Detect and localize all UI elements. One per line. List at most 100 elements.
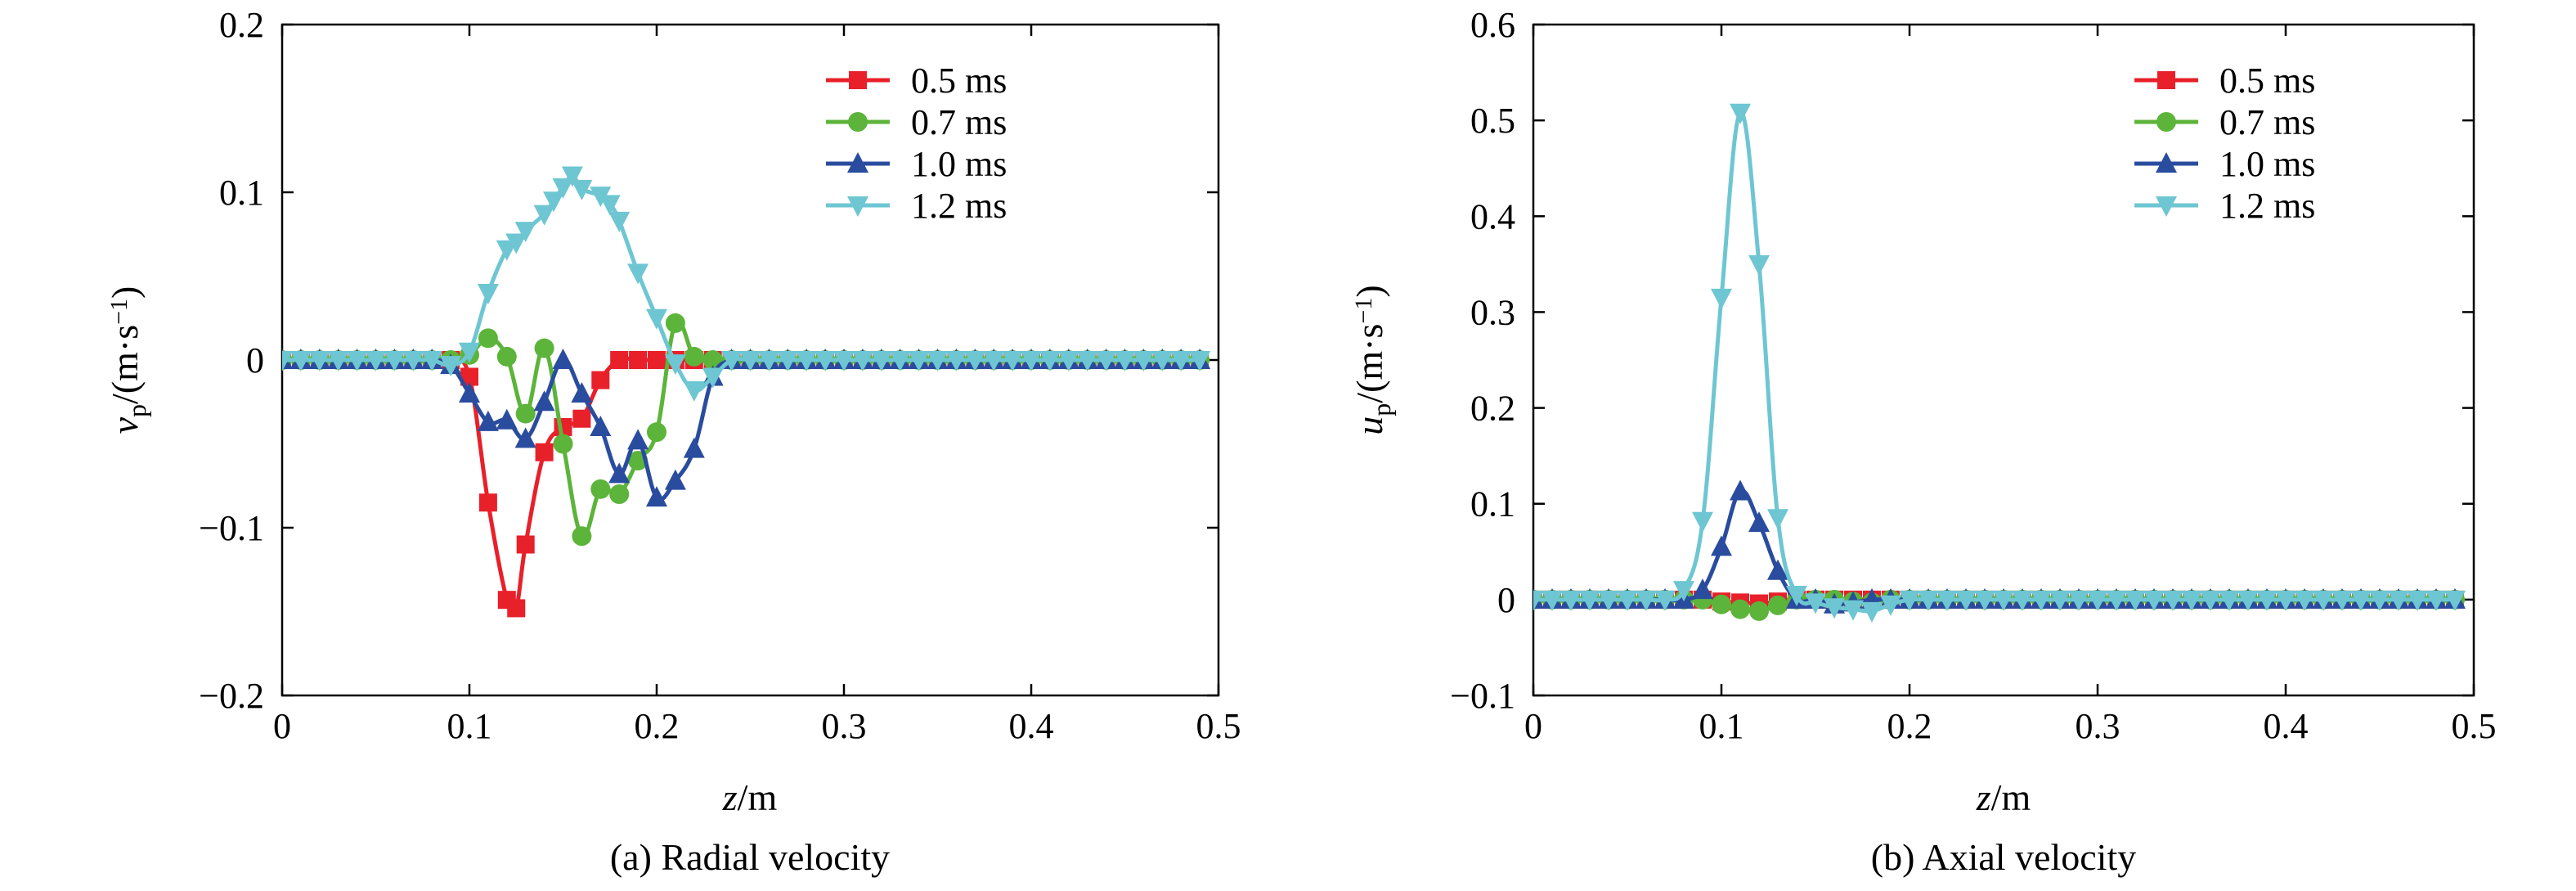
data-point	[2219, 590, 2240, 611]
data-point	[1730, 599, 1750, 619]
data-point	[1974, 590, 1995, 611]
data-point	[908, 351, 930, 371]
data-point	[590, 479, 611, 499]
legend-label: 0.7 ms	[2219, 102, 2315, 142]
x-axis-unit: /m	[1991, 776, 2031, 818]
data-point	[665, 313, 685, 333]
data-point	[647, 422, 666, 443]
data-point	[1636, 590, 1657, 611]
data-point	[2275, 590, 2296, 611]
x-tick-label: 0.3	[2076, 706, 2120, 746]
x-axis-label: z/m	[722, 776, 778, 818]
data-point	[815, 351, 837, 371]
data-point	[1767, 559, 1788, 580]
panel-caption: (b) Axial velocity	[1871, 836, 2136, 878]
data-point	[889, 351, 911, 371]
data-point	[851, 351, 873, 371]
data-point	[1692, 578, 1713, 600]
data-point	[1748, 254, 1770, 276]
data-point	[608, 211, 631, 232]
data-point	[516, 535, 535, 554]
data-point	[608, 462, 631, 484]
data-point	[496, 408, 518, 430]
chart-panel-b: 0 0.1 0.2 0.3 0.4 0.5−0.100.10.20.30.40.50.60…	[1349, 5, 2497, 878]
y-tick-label: 0.2	[219, 5, 264, 45]
data-point	[384, 351, 406, 371]
chart-panel-a: 0 0.1 0.2 0.3 0.4 0.5 −0.2 −0.1 0 0.1 0.2 0.5 ms0.7…	[104, 5, 1241, 878]
data-point	[572, 526, 592, 547]
x-axis-label: z/m	[1976, 776, 2031, 818]
data-point	[1560, 590, 1582, 611]
data-point	[2031, 590, 2052, 611]
data-point	[2068, 590, 2089, 611]
data-point	[507, 599, 526, 618]
y-axis-subscript: p	[1367, 403, 1396, 416]
data-point	[2444, 590, 2466, 611]
data-point	[2426, 590, 2447, 611]
legend-marker	[847, 152, 868, 173]
y-tick-label: −0.1	[1450, 676, 1515, 716]
series-0-5-ms	[282, 351, 1209, 618]
data-point	[2087, 590, 2108, 611]
y-tick-label: 0.2	[1470, 389, 1515, 429]
data-point	[1768, 595, 1788, 615]
data-point	[2162, 590, 2183, 611]
data-point	[1039, 351, 1061, 371]
data-point	[646, 486, 667, 507]
data-point	[1692, 511, 1713, 533]
data-point	[1579, 590, 1600, 611]
legend-label: 0.5 ms	[911, 61, 1007, 101]
data-point	[1767, 509, 1788, 530]
data-point	[983, 351, 1005, 371]
x-tick-label: 0	[273, 706, 291, 746]
data-point	[1076, 351, 1098, 371]
data-point	[1189, 351, 1211, 371]
data-point	[514, 222, 536, 243]
legend-label: 1.0 ms	[2219, 144, 2315, 184]
data-point	[1151, 351, 1174, 371]
y-axis-exponent: −1	[1350, 298, 1377, 324]
y-tick-label: −0.1	[199, 508, 264, 548]
y-tick-label: 0.3	[1470, 292, 1515, 332]
data-point	[1936, 590, 1958, 611]
data-point	[609, 484, 630, 504]
data-point	[505, 233, 527, 254]
data-point	[664, 354, 686, 376]
data-point	[2143, 590, 2165, 611]
legend-marker	[2156, 196, 2177, 217]
data-point	[1598, 590, 1619, 611]
legend-marker	[847, 196, 868, 217]
data-point	[515, 403, 536, 424]
data-point	[945, 351, 967, 371]
x-tick-label: 0.1	[447, 706, 492, 746]
y-axis-close: )	[104, 286, 146, 299]
y-axis-symbol: v	[104, 416, 146, 434]
data-point	[1133, 351, 1155, 371]
x-tick-label: 0.2	[635, 706, 680, 746]
x-axis-symbol: z	[722, 776, 738, 818]
data-point	[2049, 590, 2071, 611]
data-point	[478, 328, 498, 349]
x-axis-unit: /m	[738, 776, 778, 818]
data-point	[2125, 590, 2146, 611]
data-point	[599, 195, 621, 216]
data-point	[459, 342, 480, 363]
data-point	[739, 351, 761, 371]
y-tick-label: 0.6	[1470, 5, 1515, 45]
series-line	[282, 356, 1200, 618]
y-axis-subscript: p	[122, 404, 151, 417]
x-tick-label: 0.1	[1699, 706, 1744, 746]
data-point	[1542, 590, 1563, 611]
data-point	[629, 351, 648, 369]
x-tick-label: 0.3	[822, 706, 867, 746]
data-point	[477, 410, 499, 431]
data-point	[1673, 581, 1694, 602]
data-point	[684, 346, 704, 367]
series-0-7-ms	[282, 313, 1210, 547]
data-point	[1918, 590, 1939, 611]
y-axis-close: )	[1349, 285, 1390, 297]
data-point	[2313, 590, 2334, 611]
data-point	[758, 351, 780, 371]
data-point	[2181, 590, 2202, 611]
data-point	[964, 351, 986, 371]
